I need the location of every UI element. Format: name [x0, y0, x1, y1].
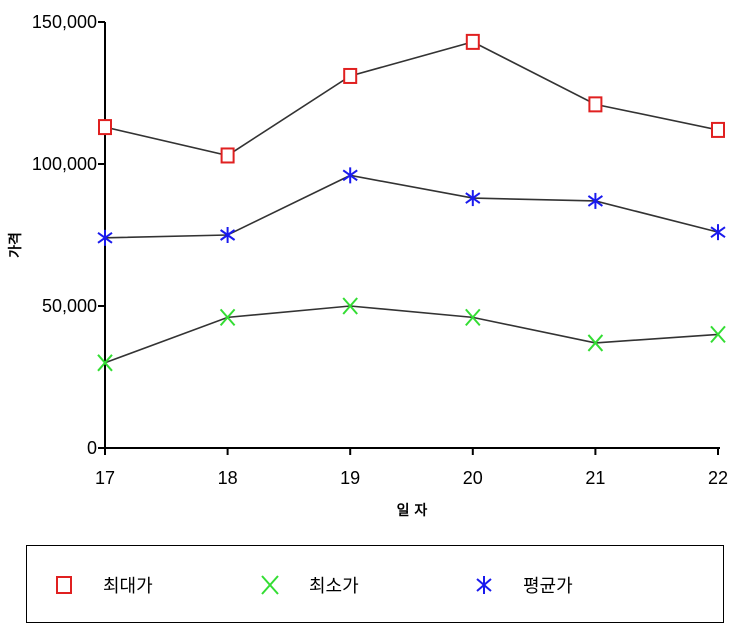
series-1: [97, 297, 726, 372]
legend-label-max: 최대가: [103, 576, 153, 597]
asterisk-data-point: [465, 190, 481, 207]
x-tick-label: 21: [585, 468, 605, 488]
x-tick-label: 19: [340, 468, 360, 488]
x-data-point: [465, 308, 481, 327]
x-marker-icon: [261, 575, 279, 595]
legend: 최대가 최소가 평균가: [26, 545, 724, 623]
square-marker-icon: [56, 576, 72, 594]
y-ticks: 0 50,000 100,000 150,000: [32, 12, 105, 458]
y-tick-label: 150,000: [32, 12, 97, 32]
y-tick-label: 100,000: [32, 154, 97, 174]
legend-label-min: 최소가: [309, 576, 359, 597]
series-0: [98, 33, 725, 164]
y-tick-label: 0: [87, 438, 97, 458]
square-data-point: [711, 121, 725, 138]
x-data-point: [342, 297, 358, 315]
asterisk-data-point: [220, 227, 236, 243]
legend-item-avg: 평균가: [473, 546, 573, 624]
line-chart: 0 50,000 100,000 150,000 17 18 19 20 21 22 일 자 가…: [7, 12, 728, 519]
asterisk-marker-icon: [476, 576, 492, 594]
square-data-point: [98, 119, 112, 136]
square-data-point: [343, 67, 358, 84]
square-data-point: [588, 96, 603, 113]
x-tick-label: 17: [95, 468, 115, 488]
x-data-point: [710, 325, 726, 344]
x-tick-label: 20: [463, 468, 483, 488]
asterisk-data-point: [587, 192, 603, 209]
x-tick-label: 22: [708, 468, 728, 488]
x-data-point: [219, 308, 236, 327]
series-line-max: [104, 41, 719, 157]
x-data-point: [587, 334, 604, 352]
legend-item-min: 최소가: [259, 546, 359, 624]
square-data-point: [220, 147, 235, 164]
asterisk-data-point: [342, 167, 358, 184]
series-line-min: [104, 305, 719, 364]
legend-item-max: 최대가: [53, 546, 153, 624]
x-data-point: [97, 354, 113, 372]
series-line-avg: [104, 174, 719, 239]
x-tick-label: 18: [218, 468, 238, 488]
square-data-point: [465, 33, 480, 50]
series-2: [97, 167, 726, 246]
series-layer: [97, 33, 726, 372]
x-ticks: 17 18 19 20 21 22: [95, 448, 728, 488]
legend-label-avg: 평균가: [523, 576, 573, 597]
y-axis-title: 가격: [7, 232, 24, 258]
y-tick-label: 50,000: [42, 296, 97, 316]
asterisk-data-point: [710, 224, 726, 241]
x-axis-title: 일 자: [397, 503, 428, 519]
asterisk-data-point: [97, 229, 113, 246]
